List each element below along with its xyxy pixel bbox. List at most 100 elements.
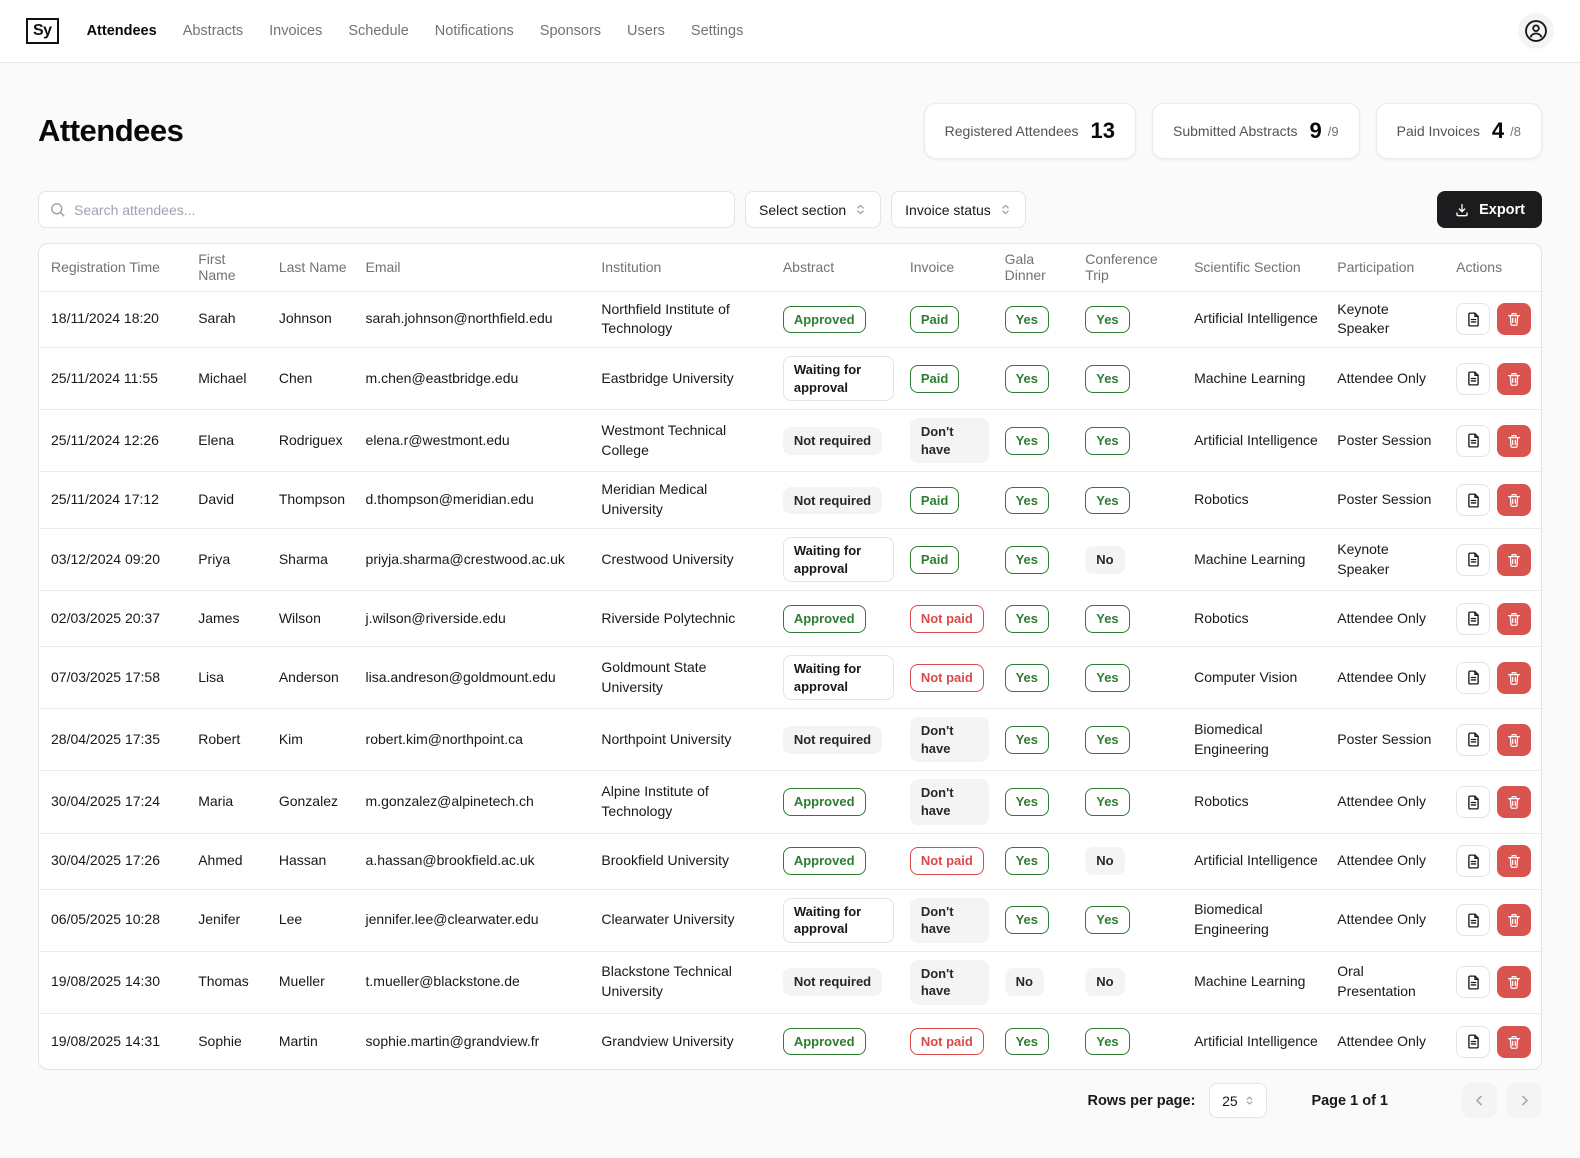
nav-item-notifications[interactable]: Notifications [434,23,514,39]
table-row: 30/04/2025 17:24 Maria Gonzalez m.gonzalez@… [39,770,1541,834]
cell-participation: Attendee Only [1329,888,1449,952]
delete-attendee-button[interactable] [1497,966,1532,999]
table-row: 02/03/2025 20:37 James Wilson j.wilson@rive… [39,590,1541,647]
delete-attendee-button[interactable] [1497,484,1532,517]
view-document-button[interactable] [1456,484,1491,517]
invoice-status-badge: Not paid [909,1027,984,1056]
delete-attendee-button[interactable] [1497,543,1532,576]
abstract-status-badge-cell: Approved [774,832,902,890]
nav-item-invoices[interactable]: Invoices [269,23,323,39]
cell-registration-time: 02/03/2025 20:37 [39,590,191,647]
cell-institution: Clearwater University [593,888,775,952]
invoice-status-filter-select[interactable]: Invoice status [891,191,1026,228]
abstract-status-badge-cell: Not required [774,708,902,771]
rows-per-page-label: Rows per page: [1087,1092,1196,1109]
nav-item-sponsors[interactable]: Sponsors [539,23,602,39]
cell-actions [1448,646,1541,709]
nav-item-schedule[interactable]: Schedule [348,23,409,39]
rows-per-page-select[interactable]: 25 [1209,1083,1268,1119]
cell-scientific-section: Machine Learning [1186,950,1330,1014]
delete-attendee-button[interactable] [1497,602,1532,635]
cell-participation: Keynote Speaker [1329,528,1449,591]
gala-dinner-badge: Yes [1004,605,1050,633]
cell-scientific-section: Machine Learning [1186,528,1330,591]
cell-registration-time: 25/11/2024 11:55 [39,347,191,410]
cell-first-name: Thomas [190,950,271,1014]
view-document-button[interactable] [1456,966,1491,999]
cell-scientific-section: Robotics [1186,770,1330,834]
cell-actions [1448,770,1541,834]
table-row: 25/11/2024 11:55 Michael Chen m.chen@eastbr… [39,347,1541,410]
cell-registration-time: 07/03/2025 17:58 [39,646,191,709]
col-header-invoice: Invoice [901,244,997,292]
cell-email: j.wilson@riverside.edu [357,590,594,647]
delete-attendee-button[interactable] [1497,1025,1532,1058]
nav-item-attendees[interactable]: Attendees [86,23,157,39]
invoice-status-badge-cell: Paid [901,471,997,529]
cell-institution: Alpine Institute of Technology [593,770,775,834]
invoice-status-badge-cell: Not paid [901,832,997,890]
delete-attendee-button[interactable] [1497,904,1532,937]
col-header-registration-time: Registration Time [39,244,191,292]
view-document-button[interactable] [1456,424,1491,457]
conference-trip-badge-cell: Yes [1077,471,1187,529]
search-input[interactable] [74,201,724,218]
abstract-status-badge: Approved [782,788,866,816]
delete-attendee-button[interactable] [1497,786,1532,819]
previous-page-button[interactable] [1462,1083,1497,1119]
cell-institution: Northfield Institute of Technology [601,300,730,337]
nav-item-users[interactable]: Users [627,23,665,39]
section-filter-label: Select section [759,201,847,218]
gala-dinner-badge: Yes [1004,427,1050,455]
user-menu-button[interactable] [1518,13,1554,49]
view-document-button[interactable] [1456,723,1491,756]
trash-icon [1506,853,1522,869]
view-document-button[interactable] [1456,904,1491,937]
document-icon [1465,370,1482,387]
cell-registration-time: 18/11/2024 18:20 [51,310,159,327]
abstract-status-badge: Approved [782,847,866,875]
delete-attendee-button[interactable] [1497,723,1532,756]
gala-dinner-badge-cell: Yes [996,646,1078,709]
next-page-button[interactable] [1507,1083,1542,1119]
gala-dinner-badge-cell: Yes [997,291,1078,348]
delete-attendee-button[interactable] [1497,362,1532,395]
delete-attendee-button[interactable] [1497,845,1532,878]
trash-icon [1506,670,1522,686]
table-row: 07/03/2025 17:58 Lisa Anderson lisa.andreso… [39,646,1541,709]
abstract-status-badge-cell: Waiting for approval [774,347,902,410]
view-document-button[interactable] [1456,1025,1491,1058]
nav-item-settings[interactable]: Settings [690,23,744,39]
view-document-button[interactable] [1456,602,1491,635]
gala-dinner-badge-cell: Yes [996,770,1078,834]
cell-scientific-section: Robotics [1186,471,1330,529]
cell-last-name: Kim [270,708,358,771]
delete-attendee-button[interactable] [1497,303,1532,336]
view-document-button[interactable] [1456,543,1491,576]
invoice-status-badge-cell: Paid [901,347,997,410]
view-document-button[interactable] [1456,845,1491,878]
trash-icon [1506,794,1522,810]
chevron-right-icon [1517,1093,1532,1108]
abstract-status-badge: Approved [782,605,866,633]
up-down-chevrons-icon [1244,1095,1255,1106]
section-filter-select[interactable]: Select section [745,191,882,228]
col-header-conference-trip: Conference Trip [1077,244,1187,292]
cell-actions [1448,291,1541,348]
delete-attendee-button[interactable] [1497,424,1532,457]
view-document-button[interactable] [1456,661,1491,694]
invoice-status-badge: Paid [909,486,960,515]
cell-institution: Grandview University [593,1012,775,1070]
delete-attendee-button[interactable] [1497,661,1532,694]
view-document-button[interactable] [1456,362,1491,395]
cell-first-name: Jenifer [190,888,271,952]
document-icon [1465,794,1482,811]
cell-first-name: Robert [190,708,271,771]
view-document-button[interactable] [1456,303,1491,336]
invoice-status-badge: Paid [909,365,960,393]
cell-last-name: Mueller [270,950,358,1014]
table-row: 30/04/2025 17:26 Ahmed Hassan a.hassan@broo… [39,832,1541,890]
view-document-button[interactable] [1456,786,1491,819]
nav-item-abstracts[interactable]: Abstracts [182,23,244,39]
export-button[interactable]: Export [1437,191,1542,228]
